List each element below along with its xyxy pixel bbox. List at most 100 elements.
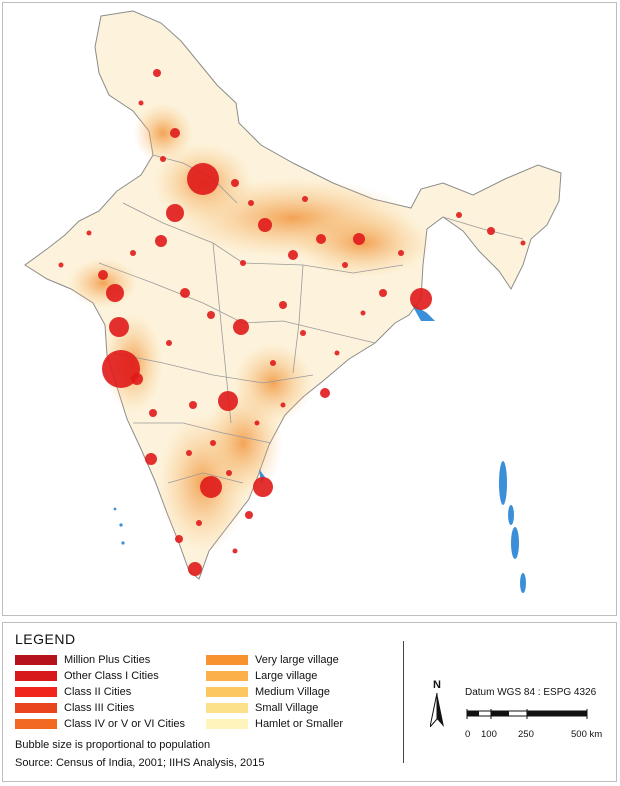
legend-label: Very large village [255, 654, 339, 666]
legend-label: Medium Village [255, 686, 331, 698]
legend-item-large-village: Large village [206, 669, 317, 683]
legend-swatch [206, 719, 248, 729]
legend-swatch [15, 655, 57, 665]
city-bubble [316, 234, 326, 244]
city-bubble [360, 310, 366, 316]
city-bubble [245, 511, 253, 519]
city-bubble [398, 250, 404, 256]
legend-label: Million Plus Cities [64, 654, 151, 666]
legend-swatch [206, 687, 248, 697]
city-bubble [253, 477, 273, 497]
city-bubble [98, 270, 108, 280]
city-bubble [138, 100, 144, 106]
city-bubble [196, 520, 202, 526]
city-bubble [334, 350, 340, 356]
legend-label: Large village [255, 670, 318, 682]
legend-item-class-iii: Class III Cities [15, 701, 134, 715]
source-note: Source: Census of India, 2001; IIHS Anal… [15, 757, 265, 769]
scale-bar [466, 709, 588, 719]
city-bubble [410, 288, 432, 310]
city-bubble [226, 470, 232, 476]
legend-label: Class IV or V or VI Cities [64, 718, 186, 730]
legend-item-small-village: Small Village [206, 701, 318, 715]
city-bubble [258, 218, 272, 232]
city-bubble [106, 284, 124, 302]
city-bubble [207, 311, 215, 319]
city-bubble [109, 317, 129, 337]
city-bubble [320, 388, 330, 398]
legend-title: LEGEND [15, 631, 76, 647]
legend-label: Class III Cities [64, 702, 135, 714]
city-bubble [180, 288, 190, 298]
city-bubble [254, 420, 260, 426]
legend-divider [403, 641, 404, 763]
city-bubble [175, 535, 183, 543]
city-bubble [248, 200, 254, 206]
city-bubble [155, 235, 167, 247]
city-bubble [240, 260, 246, 266]
city-bubble [233, 319, 249, 335]
city-bubble [342, 262, 348, 268]
legend-swatch [206, 703, 248, 713]
legend-item-medium-village: Medium Village [206, 685, 330, 699]
legend-swatch [206, 671, 248, 681]
city-bubble [231, 179, 239, 187]
legend-swatch [15, 703, 57, 713]
legend-item-class-ii: Class II Cities [15, 685, 131, 699]
city-bubble [130, 250, 136, 256]
city-bubble [186, 450, 192, 456]
city-bubble [210, 440, 216, 446]
city-bubble [170, 128, 180, 138]
city-bubble [379, 289, 387, 297]
legend-item-very-large-village: Very large village [206, 653, 339, 667]
city-bubble [280, 402, 286, 408]
city-bubble [102, 350, 140, 388]
city-bubble [166, 340, 172, 346]
city-bubble [520, 240, 526, 246]
city-bubble [456, 212, 462, 218]
india-population-map [24, 10, 562, 593]
legend-swatch [206, 655, 248, 665]
legend-item-class-iv-v-vi: Class IV or V or VI Cities [15, 717, 185, 731]
city-bubble [149, 409, 157, 417]
city-bubble [232, 548, 238, 554]
city-bubble [86, 230, 92, 236]
legend-label: Other Class I Cities [64, 670, 159, 682]
city-bubble [302, 196, 308, 202]
legend-swatch [15, 719, 57, 729]
legend-item-million-plus: Million Plus Cities [15, 653, 150, 667]
bubble-size-note: Bubble size is proportional to populatio… [15, 739, 211, 751]
city-bubble [153, 69, 161, 77]
city-bubble [200, 476, 222, 498]
scale-tick-label: 250 [518, 729, 534, 740]
north-label: N [433, 679, 441, 691]
legend-swatch [15, 687, 57, 697]
legend-panel: LEGEND Million Plus Cities Other Class I… [2, 622, 617, 782]
city-bubble [279, 301, 287, 309]
city-bubble [218, 391, 238, 411]
city-bubble [188, 562, 202, 576]
city-bubble [160, 156, 166, 162]
scale-tick-label: 100 [481, 729, 497, 740]
legend-label: Small Village [255, 702, 319, 714]
scale-tick-label: 500 km [571, 729, 603, 740]
legend-item-class-i: Other Class I Cities [15, 669, 159, 683]
legend-label: Class II Cities [64, 686, 132, 698]
city-bubble [353, 233, 365, 245]
scale-tick-label: 0 [465, 729, 471, 740]
city-bubble [270, 360, 276, 366]
legend-item-hamlet: Hamlet or Smaller [206, 717, 343, 731]
city-bubble [189, 401, 197, 409]
datum-text: Datum WGS 84 : ESPG 4326 [465, 687, 597, 698]
map-panel [2, 2, 617, 616]
city-bubble [131, 373, 143, 385]
city-bubble [300, 330, 306, 336]
north-arrow-icon [430, 693, 444, 727]
city-bubble [187, 163, 219, 195]
legend-label: Hamlet or Smaller [255, 718, 344, 730]
city-bubbles [58, 69, 526, 576]
legend-swatch [15, 671, 57, 681]
city-bubble [145, 453, 157, 465]
city-bubble [166, 204, 184, 222]
city-bubble [288, 250, 298, 260]
